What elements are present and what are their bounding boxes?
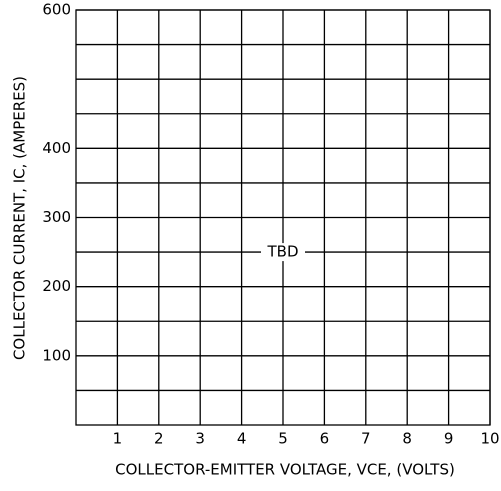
y-tick-label: 400 [42, 139, 71, 157]
x-tick-label: 8 [402, 430, 412, 448]
x-tick-label: 3 [195, 430, 205, 448]
y-tick-label: 600 [42, 1, 71, 19]
y-tick-label: 100 [42, 346, 71, 364]
x-tick-label: 4 [237, 430, 247, 448]
annotation-bg [261, 243, 305, 262]
y-axis-label: COLLECTOR CURRENT, IC, (AMPERES) [11, 76, 29, 360]
y-tick-label: 300 [42, 208, 71, 226]
x-tick-label: 10 [480, 430, 499, 448]
annotation: TBD [266, 243, 298, 261]
x-tick-label: 2 [154, 430, 164, 448]
x-tick-label: 5 [278, 430, 288, 448]
x-tick-label: 7 [361, 430, 371, 448]
x-tick-label: 6 [320, 430, 330, 448]
x-tick-label: 1 [113, 430, 123, 448]
x-tick-label: 9 [444, 430, 454, 448]
y-tick-label: 200 [42, 277, 71, 295]
x-axis-label: COLLECTOR-EMITTER VOLTAGE, VCE, (VOLTS) [115, 461, 455, 479]
